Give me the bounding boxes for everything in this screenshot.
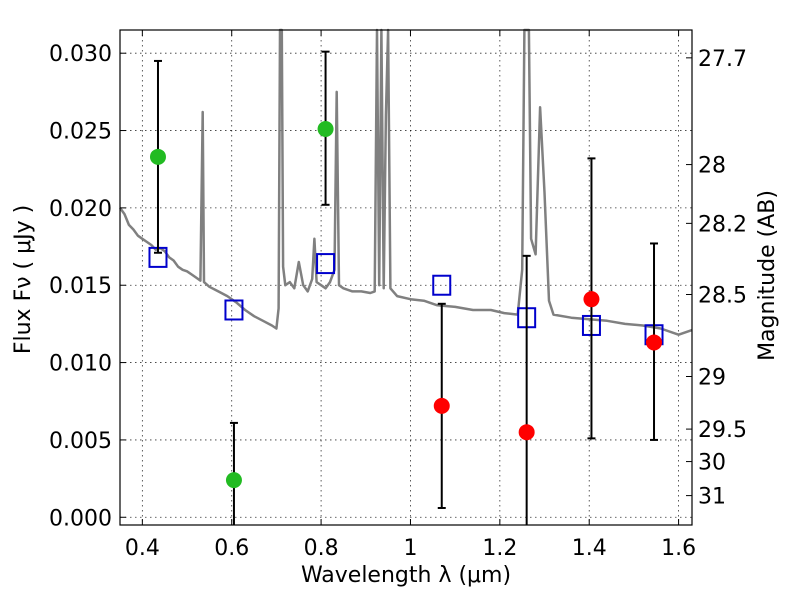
- ticks-layer: [120, 30, 692, 525]
- x-tick-label: 1.4: [572, 536, 607, 561]
- y2-tick-label: 28.5: [698, 284, 747, 309]
- y-tick-label: 0.010: [49, 352, 112, 377]
- x-axis-label: Wavelength λ (μm): [301, 563, 511, 588]
- y2-tick-label: 29.5: [698, 418, 747, 443]
- data-point: [518, 424, 535, 441]
- y2-tick-label: 28.2: [698, 212, 747, 237]
- y2-axis-label: Magnitude (AB): [755, 190, 780, 361]
- plot-frame: [119, 29, 693, 526]
- y2-tick-label: 31: [698, 485, 726, 510]
- y-tick-label: 0.025: [49, 120, 112, 145]
- y-tick-label: 0.000: [49, 506, 112, 531]
- y-axis-label: Flux Fν ( μJy ): [11, 205, 36, 354]
- y2-tick-label: 28: [698, 154, 726, 179]
- y2-tick-label: 30: [698, 451, 726, 476]
- data-point: [225, 472, 242, 489]
- x-tick-label: 1: [403, 536, 417, 561]
- x-tick-label: 0.8: [304, 536, 339, 561]
- data-point: [149, 148, 166, 165]
- spectrum-layer: [118, 28, 693, 336]
- model-point: [224, 299, 244, 321]
- y-tick-label: 0.030: [49, 42, 112, 67]
- data-point: [317, 121, 334, 137]
- points-layer: [149, 50, 663, 525]
- x-tick-label: 0.6: [214, 536, 249, 561]
- data-point: [646, 334, 663, 351]
- tick-labels: 0.4 0.6 0.8 1 1.2 1.4 1.6 0.000 0.005 0.010 0.015 0…: [49, 42, 747, 561]
- grid: [120, 30, 692, 525]
- y-tick-label: 0.005: [49, 429, 112, 454]
- data-point: [583, 291, 600, 308]
- model-point: [316, 253, 336, 275]
- data-point: [433, 397, 450, 414]
- x-tick-label: 1.6: [661, 536, 696, 561]
- model-point: [432, 274, 452, 296]
- y-tick-label: 0.015: [49, 274, 112, 299]
- x-tick-label: 0.4: [125, 536, 160, 561]
- y-tick-label: 0.020: [49, 197, 112, 222]
- y2-tick-label: 27.7: [698, 47, 747, 72]
- x-tick-label: 1.2: [482, 536, 517, 561]
- y2-tick-label: 29: [698, 366, 726, 391]
- spectrum-line: [118, 28, 693, 336]
